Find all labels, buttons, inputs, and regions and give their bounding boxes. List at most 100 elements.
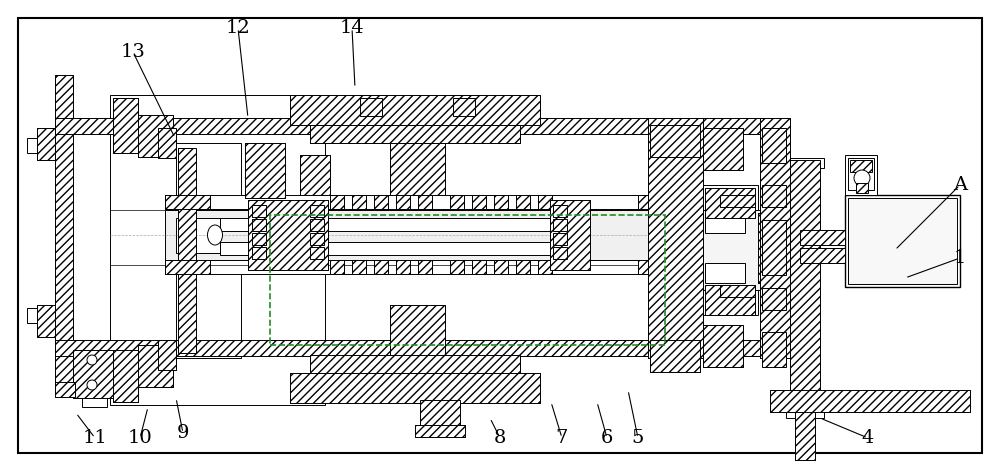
Ellipse shape	[208, 225, 222, 245]
Bar	[703, 325, 743, 367]
Bar	[352, 195, 366, 209]
Bar	[705, 285, 755, 315]
Bar	[418, 260, 432, 274]
Bar	[374, 260, 388, 274]
Bar	[374, 195, 388, 209]
Bar	[300, 155, 330, 195]
Bar	[245, 143, 285, 198]
Bar	[516, 260, 530, 274]
Bar	[27, 138, 37, 153]
Bar	[165, 260, 685, 274]
Bar	[250, 203, 326, 267]
Bar	[650, 340, 700, 372]
Text: 9: 9	[177, 424, 189, 442]
Bar	[472, 195, 486, 209]
Bar	[550, 200, 590, 270]
Bar	[374, 195, 388, 209]
Bar	[73, 350, 115, 398]
Bar	[245, 143, 285, 198]
Bar	[850, 160, 872, 172]
Bar	[845, 195, 960, 287]
Bar	[685, 262, 703, 277]
Bar	[113, 98, 138, 153]
Bar	[37, 305, 55, 337]
Bar	[770, 390, 970, 412]
Bar	[472, 195, 486, 209]
Bar	[310, 233, 324, 245]
Bar	[55, 340, 770, 356]
Bar	[420, 400, 460, 428]
Bar	[420, 400, 460, 428]
Bar	[848, 198, 957, 284]
Bar	[252, 205, 266, 217]
Text: 1: 1	[954, 249, 966, 267]
Bar	[178, 148, 190, 168]
Bar	[55, 340, 770, 356]
Bar	[758, 213, 793, 283]
Bar	[396, 260, 410, 274]
Text: 10: 10	[128, 429, 152, 447]
Bar	[705, 263, 745, 283]
Bar	[165, 210, 685, 260]
Bar	[165, 195, 210, 209]
Bar	[310, 205, 324, 217]
Bar	[165, 260, 210, 274]
Bar	[494, 260, 508, 274]
Bar	[703, 185, 758, 315]
Bar	[374, 260, 388, 274]
Bar	[720, 285, 755, 297]
Bar	[760, 118, 790, 358]
Bar	[138, 115, 173, 157]
Bar	[650, 125, 700, 157]
Bar	[720, 195, 755, 207]
Bar	[178, 148, 196, 353]
Bar	[450, 195, 464, 209]
Bar	[352, 260, 366, 274]
Bar	[220, 242, 580, 255]
Text: 8: 8	[494, 429, 506, 447]
Bar	[248, 200, 328, 270]
Bar	[786, 158, 824, 168]
Text: 5: 5	[632, 429, 644, 447]
Bar	[800, 230, 845, 245]
Circle shape	[87, 380, 97, 390]
Bar	[37, 305, 55, 337]
Bar	[330, 195, 344, 209]
Bar	[352, 195, 366, 209]
Bar	[330, 260, 344, 274]
Bar	[360, 98, 382, 116]
Bar	[176, 143, 241, 358]
Circle shape	[87, 355, 97, 365]
Bar	[800, 230, 845, 245]
Bar	[720, 285, 755, 297]
Bar	[113, 350, 138, 402]
Bar	[553, 233, 567, 245]
Bar	[786, 408, 824, 418]
Bar	[550, 200, 590, 270]
Bar	[390, 143, 445, 195]
Text: 11: 11	[83, 429, 107, 447]
Bar	[648, 118, 703, 358]
Bar	[310, 125, 520, 143]
Bar	[330, 195, 344, 209]
Bar	[705, 188, 755, 218]
Bar	[453, 98, 475, 116]
Bar	[55, 75, 73, 397]
Bar	[252, 233, 266, 245]
Bar	[396, 195, 410, 209]
Bar	[795, 408, 815, 460]
Bar	[845, 155, 877, 195]
Bar	[418, 195, 432, 209]
Bar	[82, 395, 107, 407]
Bar	[703, 325, 743, 367]
Bar	[248, 200, 328, 270]
Bar	[762, 122, 788, 354]
Bar	[758, 213, 793, 283]
Bar	[703, 210, 798, 290]
Bar	[760, 118, 790, 358]
Bar	[110, 95, 325, 405]
Bar	[638, 195, 685, 209]
Bar	[790, 160, 820, 410]
Bar	[390, 305, 445, 357]
Bar	[270, 215, 665, 345]
